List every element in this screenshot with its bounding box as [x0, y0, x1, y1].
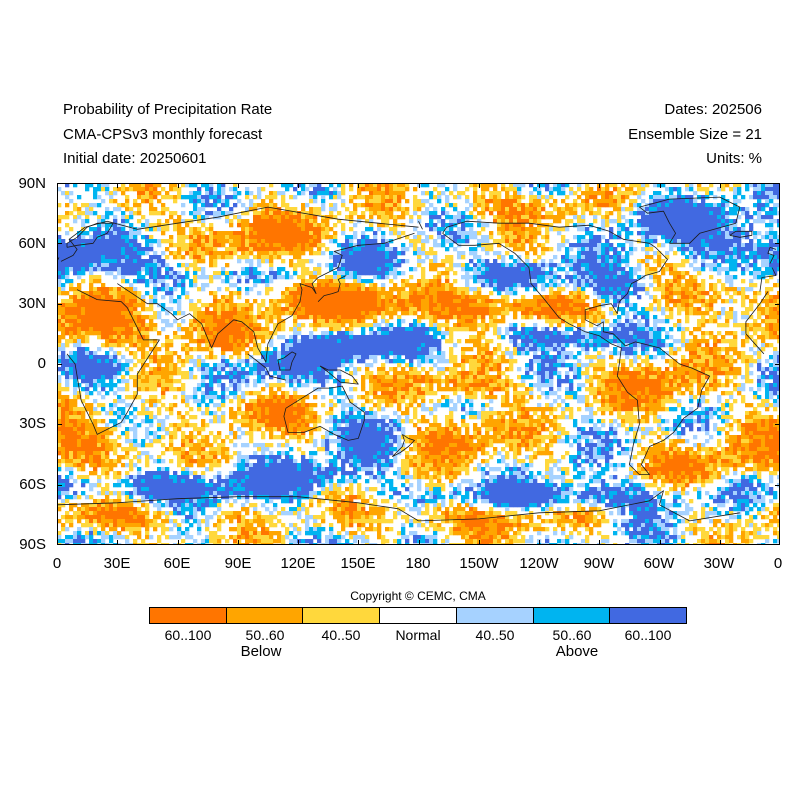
legend-swatch-below-40-50: [303, 608, 381, 623]
title-line-2: CMA-CPSv3 monthly forecast: [63, 126, 263, 143]
lon-label-30e: 30E: [103, 555, 131, 572]
ensemble-size-label: Ensemble Size = 21: [628, 126, 762, 143]
dates-label: Dates: 202506: [664, 101, 762, 118]
lon-label-150w: 150W: [459, 555, 499, 572]
lat-label-30n: 30N: [18, 295, 46, 312]
copyright-text: Copyright © CEMC, CMA: [350, 589, 486, 603]
coastlines: [57, 196, 777, 522]
title-line-1: Probability of Precipitation Rate: [63, 101, 273, 118]
lon-label-0-end: 0: [773, 555, 783, 572]
legend-label-above-50-60: 50..60: [552, 627, 592, 643]
lat-label-0: 0: [37, 355, 46, 372]
legend-swatch-below-50-60: [226, 608, 304, 623]
legend-label-normal: Normal: [395, 627, 441, 643]
lat-label-60s: 60S: [19, 476, 46, 493]
legend-swatch-below-60-100: [150, 608, 227, 623]
title-line-3: Initial date: 20250601: [63, 150, 207, 167]
lon-label-150e: 150E: [340, 555, 376, 572]
lon-label-120e: 120E: [280, 555, 316, 572]
lon-label-180: 180: [405, 555, 431, 572]
lon-label-30w: 30W: [703, 555, 735, 572]
lon-label-60e: 60E: [163, 555, 191, 572]
precipitation-probability-map: [57, 183, 780, 545]
legend-swatch-above-50-60: [533, 608, 611, 623]
lon-label-90w: 90W: [583, 555, 615, 572]
legend-label-below-50-60: 50..60: [245, 627, 285, 643]
legend-swatch-above-60-100: [610, 608, 687, 623]
legend-label-below-60-100: 60..100: [164, 627, 212, 643]
legend-group-above: Above: [555, 643, 599, 660]
lat-label-30s: 30S: [19, 415, 46, 432]
legend-label-above-40-50: 40..50: [475, 627, 515, 643]
lon-label-90e: 90E: [224, 555, 252, 572]
legend-label-below-40-50: 40..50: [321, 627, 361, 643]
lat-label-90s: 90S: [19, 536, 46, 553]
lon-label-0: 0: [52, 555, 62, 572]
lon-label-60w: 60W: [643, 555, 675, 572]
probability-field: [57, 183, 780, 545]
lon-label-120w: 120W: [519, 555, 559, 572]
legend-colorbar: [149, 607, 687, 624]
legend-swatch-above-40-50: [456, 608, 534, 623]
legend-swatch-normal: [380, 608, 457, 623]
units-label: Units: %: [706, 150, 762, 167]
legend-group-below: Below: [240, 643, 282, 660]
legend-label-above-60-100: 60..100: [624, 627, 672, 643]
lat-label-90n: 90N: [18, 175, 46, 192]
lat-label-60n: 60N: [18, 235, 46, 252]
